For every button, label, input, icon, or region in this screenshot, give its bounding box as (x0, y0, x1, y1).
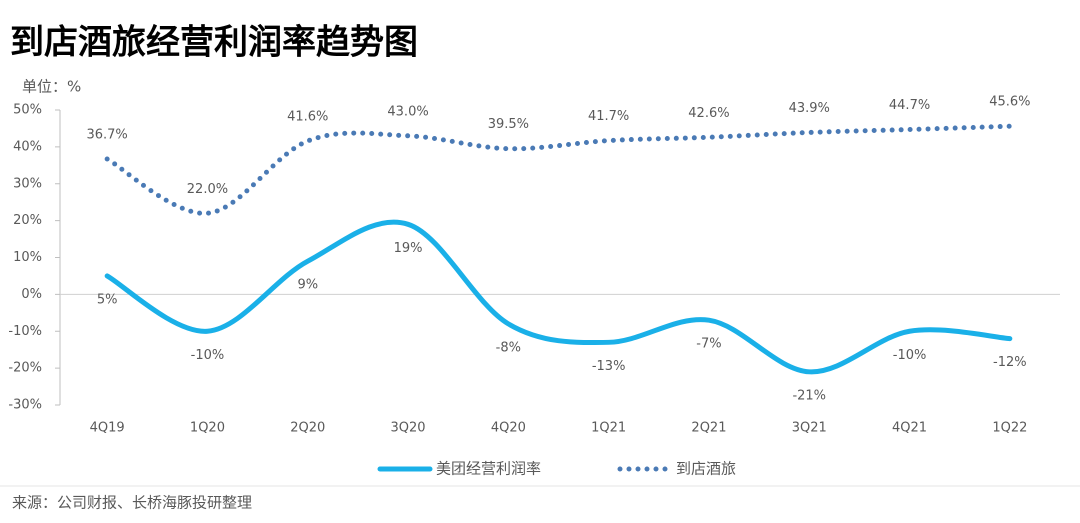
x-tick-label: 4Q20 (491, 421, 526, 436)
x-tick-label: 4Q19 (90, 421, 125, 436)
x-tick-label: 1Q21 (591, 421, 626, 436)
series-line (104, 123, 1013, 216)
chart-title: 到店酒旅经营利润率趋势图 (10, 23, 418, 63)
y-tick-label: 50% (13, 103, 42, 118)
data-label: 43.9% (789, 101, 830, 116)
unit-label: 单位：% (22, 78, 81, 96)
x-tick-label: 1Q22 (992, 421, 1027, 436)
y-tick-label: 30% (13, 176, 42, 191)
x-tick-label: 2Q21 (691, 421, 726, 436)
legend-label: 到店酒旅 (676, 460, 736, 478)
data-label: 41.6% (287, 109, 328, 124)
y-tick-label: -20% (8, 361, 42, 376)
data-label: 5% (97, 292, 118, 307)
y-tick-label: -10% (8, 324, 42, 339)
source-note: 来源：公司财报、长桥海豚投研整理 (12, 494, 252, 512)
y-tick-label: 40% (13, 139, 42, 154)
data-label: -10% (191, 348, 225, 363)
data-label: -8% (496, 340, 521, 355)
data-label: 43.0% (387, 104, 428, 119)
x-tick-label: 3Q21 (792, 421, 827, 436)
data-label: 9% (297, 278, 318, 293)
y-tick-label: 10% (13, 250, 42, 265)
data-label: 42.6% (688, 106, 729, 121)
x-tick-label: 1Q20 (190, 421, 225, 436)
x-tick-label: 4Q21 (892, 421, 927, 436)
x-tick-label: 2Q20 (290, 421, 325, 436)
data-label: 36.7% (86, 128, 127, 143)
series-line (104, 219, 1013, 375)
data-label: -21% (792, 388, 826, 403)
data-label: 19% (394, 241, 423, 256)
data-label: 45.6% (989, 95, 1030, 110)
data-label: -13% (592, 359, 626, 374)
data-label: -7% (696, 337, 721, 352)
data-label: 44.7% (889, 98, 930, 113)
y-tick-label: 0% (21, 287, 42, 302)
data-label: 41.7% (588, 109, 629, 124)
legend-label: 美团经营利润率 (436, 460, 541, 478)
data-label: -10% (893, 348, 927, 363)
data-label: -12% (993, 355, 1027, 370)
y-tick-label: -30% (8, 398, 42, 413)
data-label: 22.0% (187, 182, 228, 197)
x-tick-label: 3Q20 (391, 421, 426, 436)
y-tick-label: 20% (13, 213, 42, 228)
data-label: 39.5% (488, 117, 529, 132)
